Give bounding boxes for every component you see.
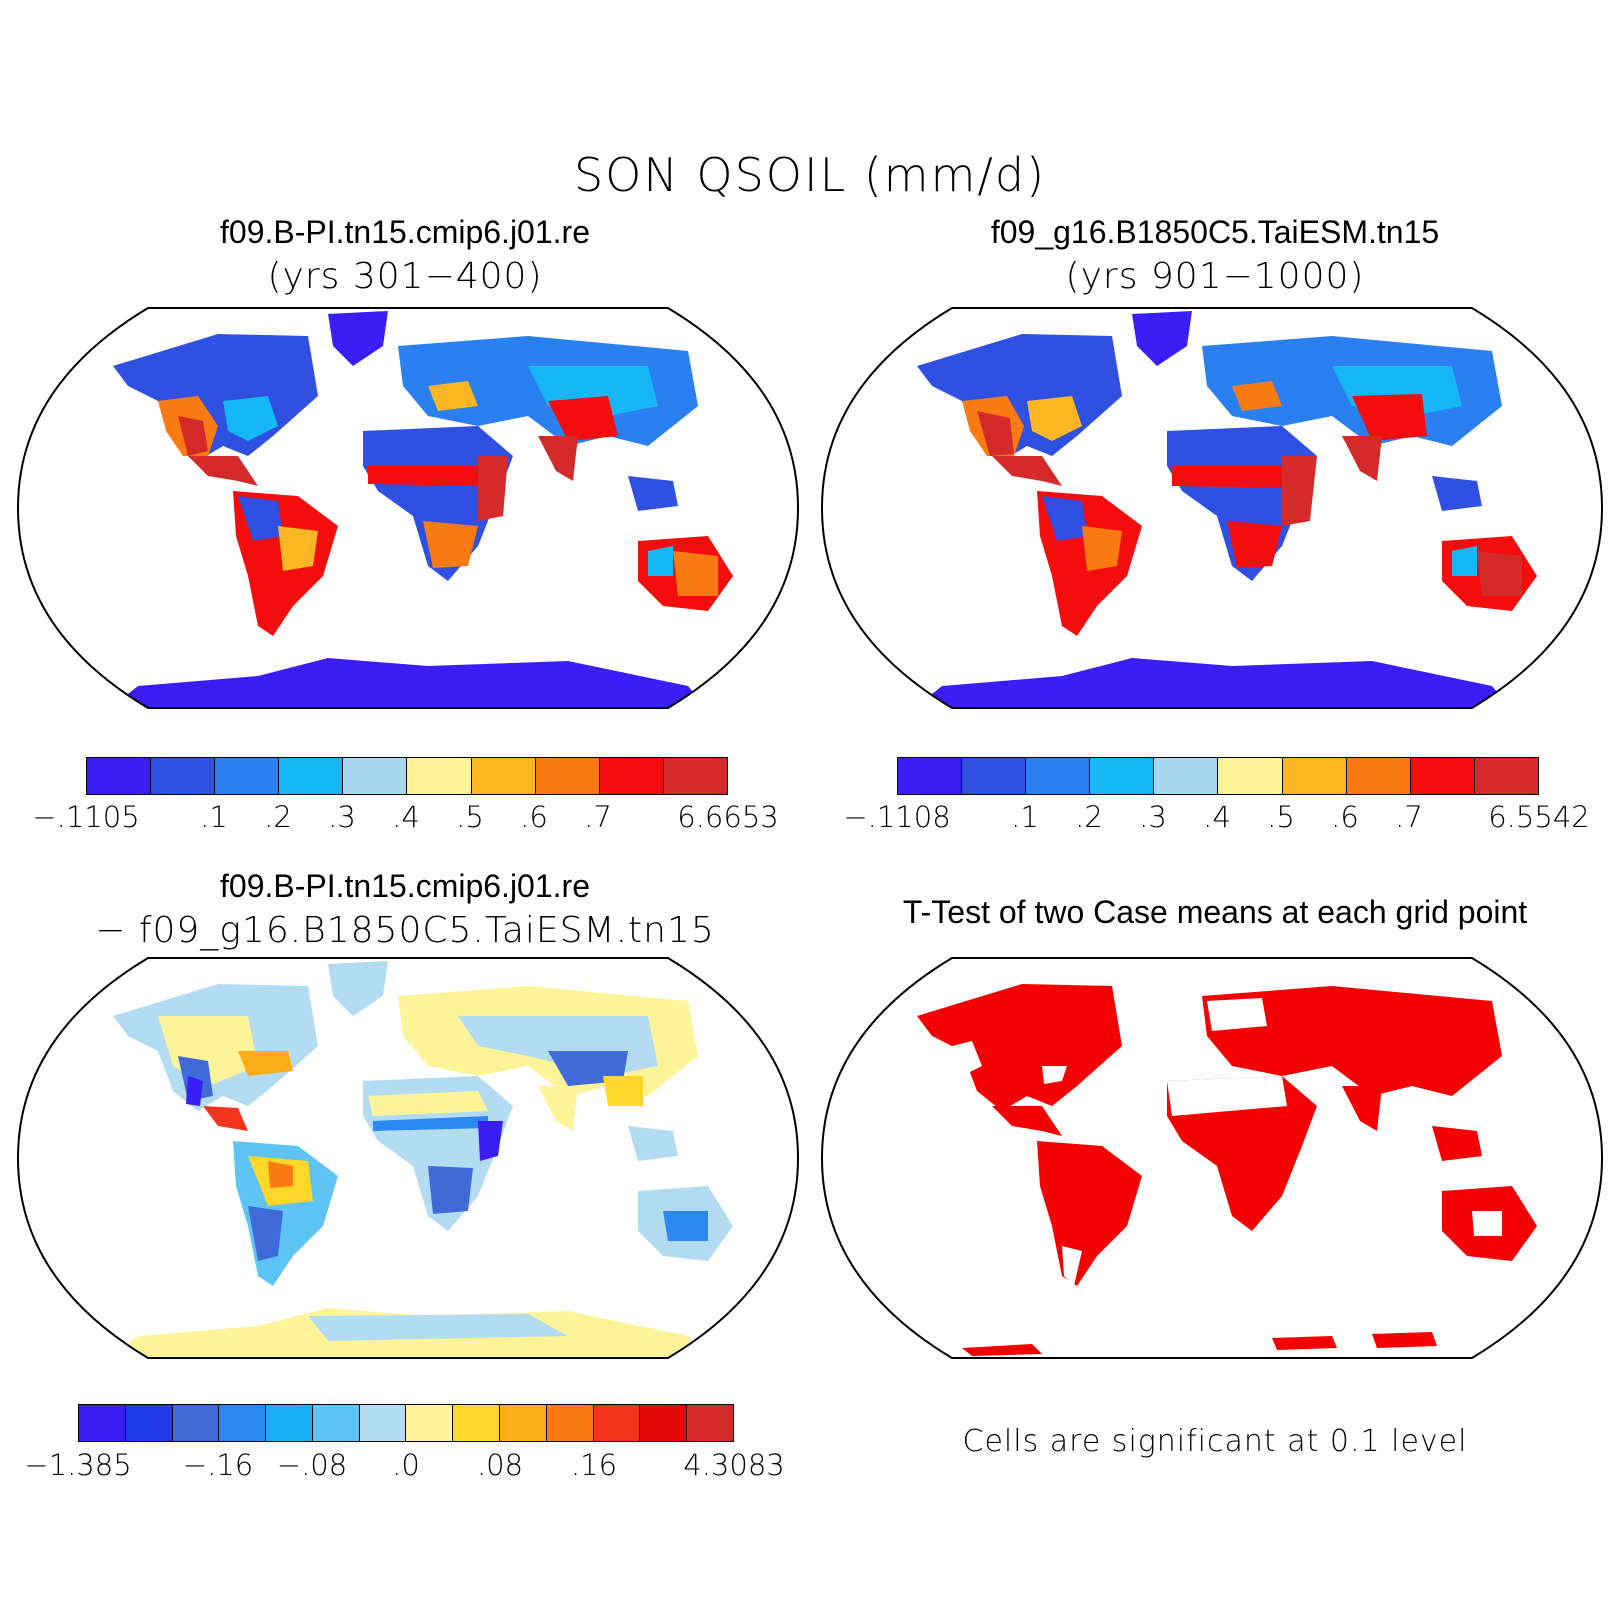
colorbar-swatch [640, 1405, 688, 1441]
colorbar-swatch [312, 1405, 360, 1441]
colorbar-tick-label: 6.5542 [1488, 800, 1590, 834]
colorbar-swatch [535, 758, 600, 794]
colorbar-tick-label: .0 [392, 1448, 420, 1482]
figure-title: SON QSOIL (mm/d) [573, 148, 1047, 202]
colorbar-swatch [359, 1405, 407, 1441]
top-left-case-name: f09.B-PI.tn15.cmip6.j01.re [220, 214, 590, 250]
colorbar-swatch [898, 758, 963, 794]
colorbar-tick-label: .3 [328, 800, 356, 834]
colorbar-tick-label: .3 [1139, 800, 1167, 834]
colorbar-swatch [172, 1405, 220, 1441]
top-right-case-name: f09_g16.B1850C5.TaiESM.tn15 [990, 214, 1440, 250]
colorbar-swatch [125, 1405, 173, 1441]
colorbar-swatch [407, 758, 472, 794]
colorbar-swatch [1218, 758, 1283, 794]
colorbar-tick-label: .6 [520, 800, 548, 834]
ttest-significance-map [820, 957, 1604, 1359]
colorbar-swatch [599, 758, 664, 794]
colorbar-tick-label: −.1108 [843, 800, 951, 834]
top-right-colorbar [897, 757, 1539, 795]
colorbar-swatch [79, 1405, 126, 1441]
colorbar-tick-label: −1.385 [24, 1448, 132, 1482]
colorbar-tick-label: −.16 [182, 1448, 254, 1482]
colorbar-swatch [219, 1405, 267, 1441]
colorbar-tick-label: −.1105 [32, 800, 140, 834]
colorbar-swatch [343, 758, 408, 794]
colorbar-swatch [1090, 758, 1155, 794]
colorbar-swatch [279, 758, 344, 794]
top-right-map [820, 307, 1604, 709]
colorbar-tick-label: .7 [584, 800, 612, 834]
colorbar-swatch [663, 758, 727, 794]
colorbar-swatch [962, 758, 1027, 794]
colorbar-tick-label: .08 [476, 1448, 524, 1482]
colorbar-swatch [1410, 758, 1475, 794]
ttest-title: T-Test of two Case means at each grid po… [902, 894, 1528, 930]
colorbar-swatch [406, 1405, 454, 1441]
top-left-map [16, 307, 800, 709]
colorbar-swatch [546, 1405, 594, 1441]
colorbar-tick-label: −.08 [276, 1448, 348, 1482]
colorbar-tick-label: 4.3083 [683, 1448, 785, 1482]
colorbar-swatch [687, 1405, 733, 1441]
colorbar-swatch [1474, 758, 1538, 794]
colorbar-tick-label: .7 [1395, 800, 1423, 834]
colorbar-tick-label: .4 [1203, 800, 1231, 834]
colorbar-swatch [266, 1405, 313, 1441]
significance-note: Cells are significant at 0.1 level [962, 1424, 1468, 1459]
top-left-colorbar [86, 757, 728, 795]
colorbar-tick-label: .1 [200, 800, 228, 834]
colorbar-swatch [1282, 758, 1347, 794]
colorbar-tick-label: .2 [264, 800, 292, 834]
top-right-years: (yrs 901−1000) [1065, 256, 1365, 297]
colorbar-swatch [1026, 758, 1091, 794]
colorbar-tick-label: .5 [456, 800, 484, 834]
bottom-left-difference-label: − f09_g16.B1850C5.TaiESM.tn15 [95, 910, 715, 951]
bottom-left-map [16, 957, 800, 1359]
colorbar-tick-label: .4 [392, 800, 420, 834]
colorbar-swatch [87, 758, 152, 794]
colorbar-swatch [215, 758, 280, 794]
colorbar-tick-label: .5 [1267, 800, 1295, 834]
bottom-left-colorbar [78, 1404, 734, 1442]
colorbar-swatch [151, 758, 216, 794]
top-left-years: (yrs 301−400) [267, 256, 543, 297]
colorbar-swatch [1154, 758, 1219, 794]
colorbar-tick-label: .1 [1011, 800, 1039, 834]
colorbar-tick-label: .2 [1075, 800, 1103, 834]
colorbar-swatch [471, 758, 536, 794]
colorbar-tick-label: .16 [570, 1448, 618, 1482]
colorbar-tick-label: 6.6653 [677, 800, 779, 834]
colorbar-swatch [593, 1405, 641, 1441]
colorbar-swatch [453, 1405, 501, 1441]
colorbar-tick-label: .6 [1331, 800, 1359, 834]
colorbar-swatch [500, 1405, 547, 1441]
bottom-left-case-name: f09.B-PI.tn15.cmip6.j01.re [220, 868, 590, 904]
colorbar-swatch [1346, 758, 1411, 794]
